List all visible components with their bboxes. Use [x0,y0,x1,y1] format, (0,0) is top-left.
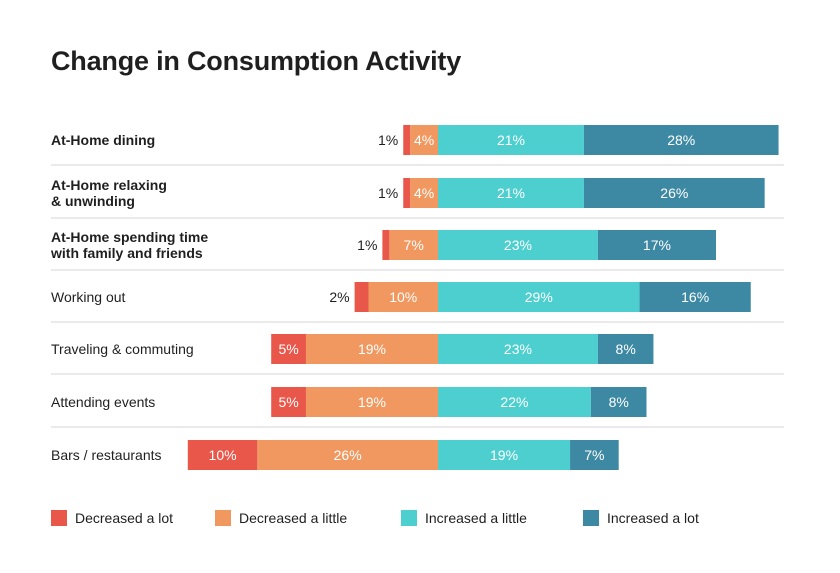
bar-segment [583,178,765,208]
data-label: 5% [278,394,298,410]
bar-segment [403,125,411,155]
data-label: 1% [378,132,398,148]
data-label: 7% [584,447,604,463]
category-label: At-Home relaxing & unwinding [51,177,167,209]
data-label: 4% [414,132,434,148]
legend-label: Decreased a lot [75,510,174,526]
legend-swatch [51,510,67,526]
data-label: 8% [616,341,636,357]
bar-segment [271,334,306,364]
legend-label: Increased a lot [607,510,699,526]
legend-label: Increased a little [425,510,527,526]
data-label: 19% [358,394,386,410]
data-label: 29% [525,289,553,305]
data-label: 5% [278,341,298,357]
bar-segment [410,178,438,208]
bar-segment [597,334,654,364]
bar-segment [590,387,647,417]
bar-segment [305,387,438,417]
bar-segment [271,387,306,417]
data-label: 23% [504,341,532,357]
bar-segment [389,230,438,260]
bar-segment [257,440,438,470]
bar-segment [597,230,716,260]
data-label: 10% [209,447,237,463]
chart-title: Change in Consumption Activity [51,46,462,76]
legend-item: Decreased a lot [51,510,173,526]
data-label: 4% [414,185,434,201]
category-label: Attending events [51,394,155,410]
legend: Decreased a lot Decreased a little Increas… [51,510,811,530]
legend-swatch [215,510,231,526]
category-label: Bars / restaurants [51,447,162,463]
stacked-bar-chart: At-Home dining 4% 1% 21% 28% At-Home relaxing… [50,125,784,470]
category-label: At-Home spending time with family and fri… [50,229,208,261]
bar-segment [438,230,598,260]
bar-segment [570,440,619,470]
category-label: Traveling & commuting [51,341,194,357]
bar-segment [382,230,390,260]
bar-segment [583,125,779,155]
data-label: 26% [660,185,688,201]
legend-item: Decreased a little [215,510,347,526]
bar-segment [438,282,640,312]
bar-segment [354,282,369,312]
bar-segment [410,125,438,155]
legend-item: Increased a little [401,510,527,526]
legend-swatch [583,510,599,526]
data-label: 21% [497,132,525,148]
data-label: 2% [329,289,349,305]
legend-label: Decreased a little [239,510,348,526]
bar-segment [187,440,258,470]
data-label: 8% [609,394,629,410]
legend-swatch [401,510,417,526]
data-label: 28% [667,132,695,148]
data-label: 1% [357,237,377,253]
data-label: 26% [334,447,362,463]
data-label: 21% [497,185,525,201]
bar-segment [438,334,598,364]
legend-item: Increased a lot [583,510,699,526]
data-label: 7% [404,237,424,253]
category-label: At-Home dining [51,132,155,148]
data-label: 22% [500,394,528,410]
bar-segment [438,387,591,417]
bar-segment [438,125,584,155]
bar-segment [305,334,438,364]
data-label: 1% [378,185,398,201]
bar-segment [438,440,571,470]
data-label: 16% [681,289,709,305]
bar-segment [403,178,411,208]
data-label: 17% [643,237,671,253]
bar-segment [639,282,751,312]
bar-segment [368,282,438,312]
data-label: 19% [490,447,518,463]
category-label: Working out [51,289,126,305]
data-label: 19% [358,341,386,357]
data-label: 10% [389,289,417,305]
data-label: 23% [504,237,532,253]
bar-segment [438,178,584,208]
